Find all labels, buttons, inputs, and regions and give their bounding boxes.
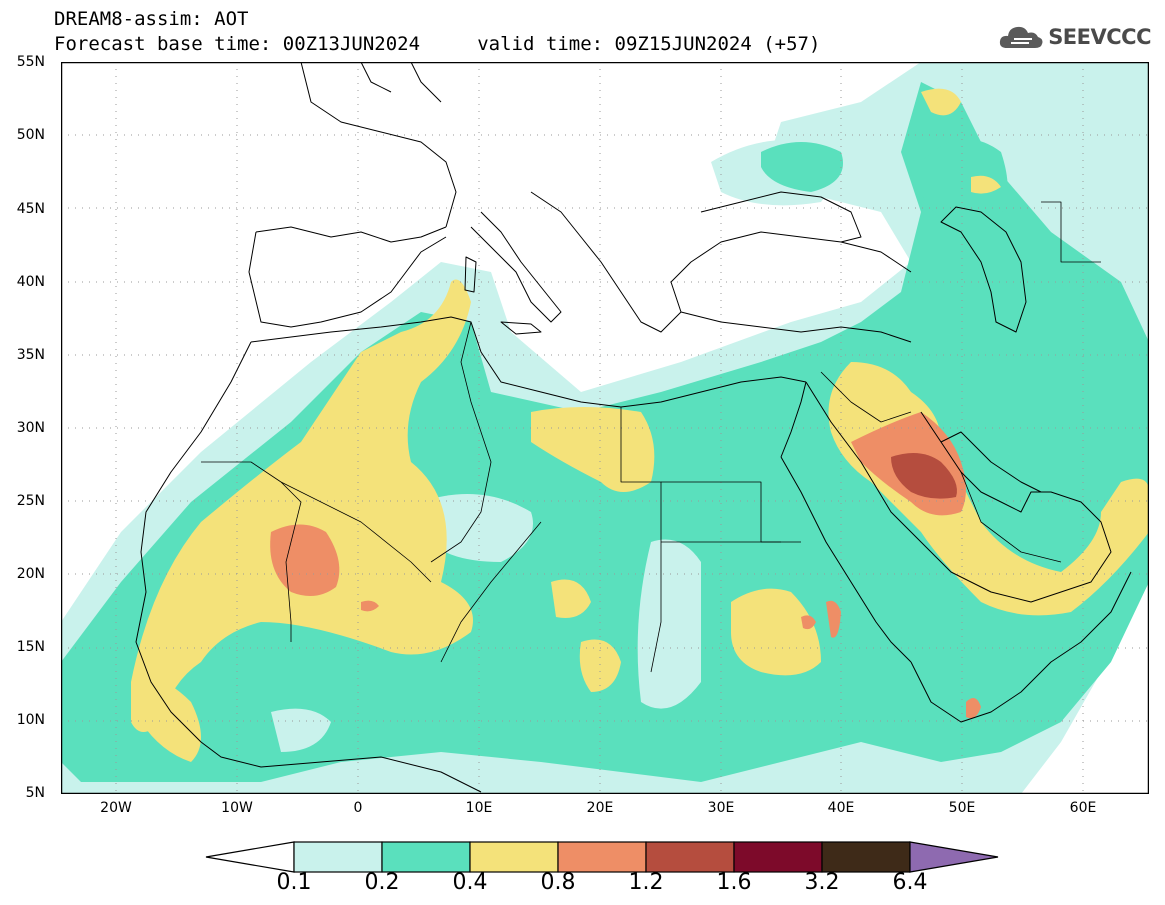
lat-label: 10N [16,712,45,728]
aot-level-5 [891,453,957,499]
colorbar-bin [381,841,471,873]
lat-label: 35N [16,347,45,363]
lon-label: 20E [586,800,614,816]
lon-label: 0 [353,800,363,816]
colorbar-bin [469,841,559,873]
colorbar-label: 0.1 [276,870,312,895]
colorbar-bin [557,841,647,873]
coastlines [135,62,1132,793]
colorbar-bin [645,841,735,873]
lon-label: 10W [221,800,253,816]
lat-label: 45N [16,201,45,217]
colorbar-label: 6.4 [892,870,928,895]
colorbar-label: 1.6 [716,870,752,895]
colorbar-bin [293,841,383,873]
graticule [61,62,1149,794]
lon-label: 20W [100,800,132,816]
colorbar-label: 3.2 [804,870,840,895]
colorbar-bin [733,841,823,873]
lat-label: 55N [16,54,45,70]
lon-label: 30E [707,800,735,816]
lat-label: 40N [16,274,45,290]
aot-map [61,62,1149,794]
colorbar [205,841,999,873]
colorbar-label: 0.8 [540,870,576,895]
chart-title: DREAM8-assim: AOT [54,8,249,30]
colorbar-low-arrow [205,841,295,873]
lat-label: 15N [16,639,45,655]
lat-label: 20N [16,566,45,582]
lon-label: 10E [465,800,493,816]
lon-label: 60E [1069,800,1097,816]
lat-label: 50N [16,127,45,143]
lat-label: 30N [16,420,45,436]
colorbar-label: 0.4 [452,870,488,895]
aot-level-1-inner [271,494,701,752]
colorbar-label: 0.2 [364,870,400,895]
logo-text: SEEVCCC [1048,25,1151,49]
seevccc-logo: SEEVCCC [998,22,1151,52]
lon-label: 50E [948,800,976,816]
lon-label: 40E [827,800,855,816]
colorbar-label: 1.2 [628,870,664,895]
colorbar-high-arrow [909,841,999,873]
chart-subtitle: Forecast base time: 00Z13JUN2024 valid t… [54,33,821,55]
lat-label: 5N [25,785,45,801]
lat-label: 25N [16,493,45,509]
colorbar-bin [821,841,911,873]
cloud-icon [1000,26,1043,48]
